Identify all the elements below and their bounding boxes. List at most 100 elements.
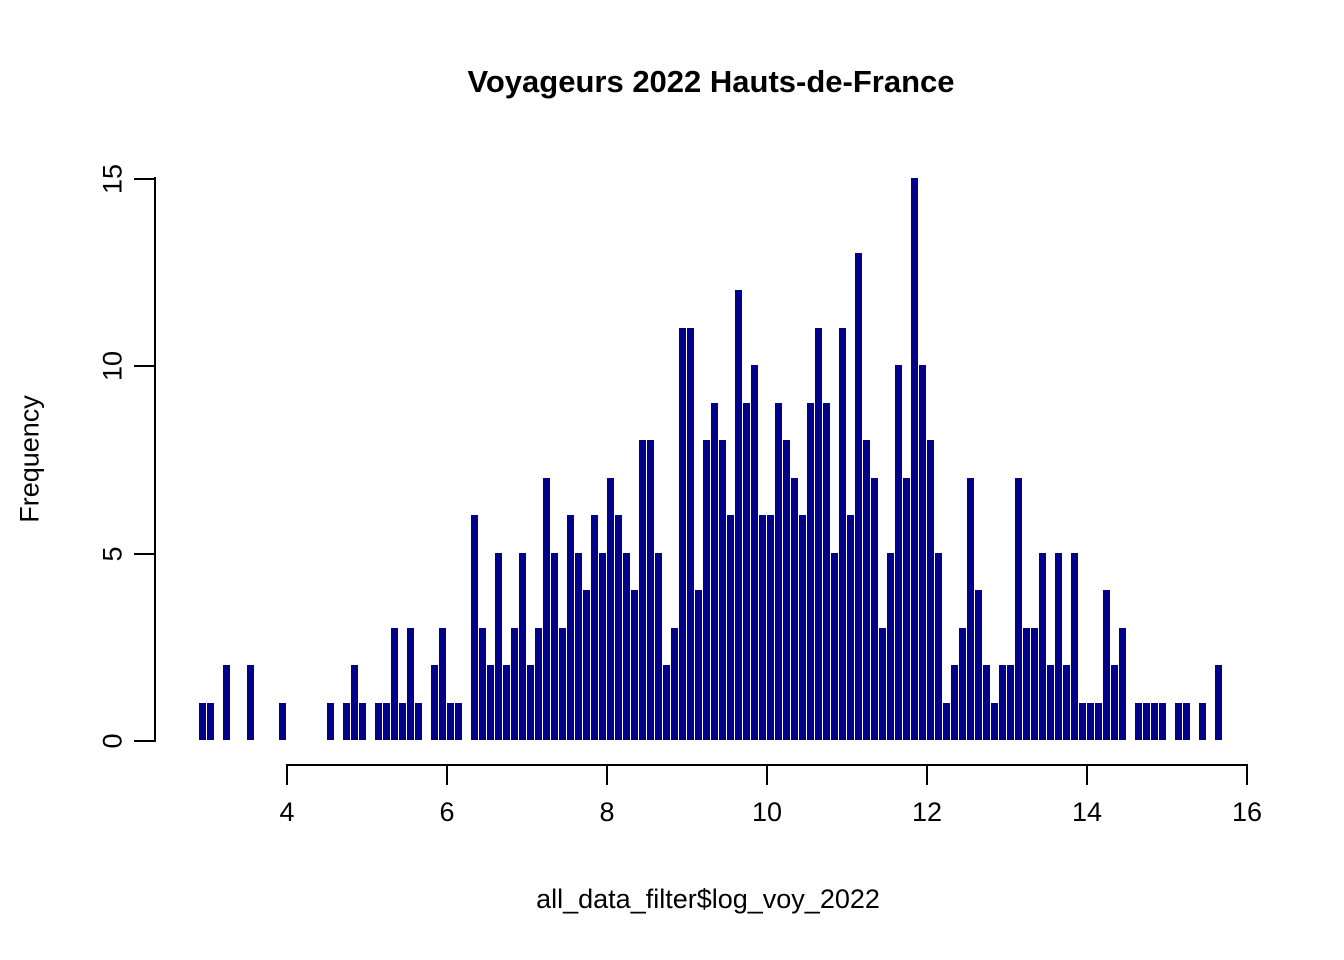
histogram-bar: [543, 477, 550, 740]
histogram-bar: [743, 402, 750, 740]
histogram-bar: [791, 477, 798, 740]
x-tick-mark: [606, 764, 608, 785]
y-tick-mark: [134, 552, 155, 555]
y-tick-mark: [134, 365, 155, 367]
histogram-bar: [991, 702, 998, 740]
histogram-bar: [735, 290, 742, 740]
histogram-bar: [911, 177, 918, 740]
histogram-bar: [479, 627, 486, 740]
histogram-bar: [223, 665, 230, 740]
histogram-bar: [559, 627, 566, 740]
histogram-bar: [879, 627, 886, 740]
y-tick-label: 15: [97, 163, 128, 194]
histogram-bar: [503, 665, 510, 740]
histogram-bar: [719, 440, 726, 740]
y-tick-mark: [134, 177, 155, 180]
x-tick-mark: [1246, 764, 1248, 785]
histogram-bar: [207, 702, 214, 740]
histogram-bar: [1055, 552, 1062, 740]
histogram-bar: [1103, 590, 1110, 740]
x-tick-label: 8: [599, 797, 615, 827]
chart-title: Voyageurs 2022 Hauts-de-France: [467, 64, 955, 99]
histogram-bar: [823, 402, 830, 740]
histogram-bar: [375, 702, 382, 740]
histogram-bar: [783, 440, 790, 740]
x-tick-mark: [926, 764, 928, 785]
histogram-bar: [343, 702, 350, 740]
histogram-bar: [607, 477, 614, 740]
histogram-bar: [767, 515, 774, 740]
histogram-bar: [439, 627, 446, 740]
histogram-bar: [527, 665, 534, 740]
x-axis-label: all_data_filter$log_voy_2022: [536, 884, 880, 914]
histogram-bar: [727, 515, 734, 740]
histogram-bar: [895, 365, 902, 740]
histogram-bar: [951, 665, 958, 740]
histogram-bar: [327, 702, 334, 740]
histogram-bar: [615, 515, 622, 740]
histogram-bar: [1183, 702, 1190, 740]
y-tick-label: 5: [97, 545, 128, 562]
histogram-bar: [1079, 702, 1086, 740]
histogram-bar: [359, 702, 366, 740]
histogram-bar: [247, 665, 254, 740]
histogram-bar: [631, 590, 638, 740]
x-tick-mark: [446, 764, 448, 785]
histogram-bar: [1087, 702, 1094, 740]
histogram-bar: [847, 515, 854, 740]
histogram-bar: [471, 515, 478, 740]
histogram-bar: [687, 327, 694, 740]
histogram-bar: [399, 702, 406, 740]
y-tick-mark: [134, 740, 155, 742]
y-tick-label: 10: [97, 350, 128, 382]
histogram-bar: [1063, 665, 1070, 740]
histogram-bar: [391, 627, 398, 740]
histogram-bar: [903, 477, 910, 740]
histogram-bar: [535, 627, 542, 740]
histogram-bar: [831, 552, 838, 740]
x-tick-label: 16: [1231, 797, 1263, 827]
histogram-bar: [495, 552, 502, 740]
histogram-bar: [639, 440, 646, 740]
histogram-bar: [1175, 702, 1182, 740]
histogram-bar: [567, 515, 574, 740]
histogram-bar: [1031, 627, 1038, 740]
histogram-bar: [1119, 627, 1126, 740]
histogram-bar: [919, 365, 926, 740]
histogram-bar: [663, 665, 670, 740]
histogram-bar: [887, 552, 894, 740]
x-tick-mark: [1086, 764, 1088, 785]
histogram-bar: [519, 552, 526, 740]
histogram-bar: [983, 665, 990, 740]
histogram-bar: [591, 515, 598, 740]
histogram-bar: [1135, 702, 1142, 740]
x-tick-label: 6: [439, 797, 455, 827]
x-tick-mark: [286, 764, 288, 785]
histogram-bar: [759, 515, 766, 740]
histogram-bar: [839, 327, 846, 740]
histogram-bar: [1047, 665, 1054, 740]
x-tick-label: 14: [1071, 797, 1103, 827]
histogram-bar: [1111, 665, 1118, 740]
histogram-bar: [351, 665, 358, 740]
histogram-bar: [1015, 477, 1022, 740]
histogram-bar: [975, 590, 982, 740]
histogram-bar: [855, 252, 862, 740]
histogram-bar: [1199, 702, 1206, 740]
histogram-bar: [511, 627, 518, 740]
x-tick-label: 12: [911, 797, 943, 827]
histogram-bar: [575, 552, 582, 740]
x-tick-mark: [766, 764, 768, 785]
histogram-bar: [1159, 702, 1166, 740]
histogram-bar: [1151, 702, 1158, 740]
y-axis-line: [154, 176, 156, 742]
histogram-bar: [775, 402, 782, 740]
histogram-bar: [279, 702, 286, 740]
histogram-bar: [487, 665, 494, 740]
histogram-bar: [967, 477, 974, 740]
histogram-bar: [1143, 702, 1150, 740]
histogram-bar: [1095, 702, 1102, 740]
histogram-bar: [1007, 665, 1014, 740]
histogram-bar: [551, 552, 558, 740]
